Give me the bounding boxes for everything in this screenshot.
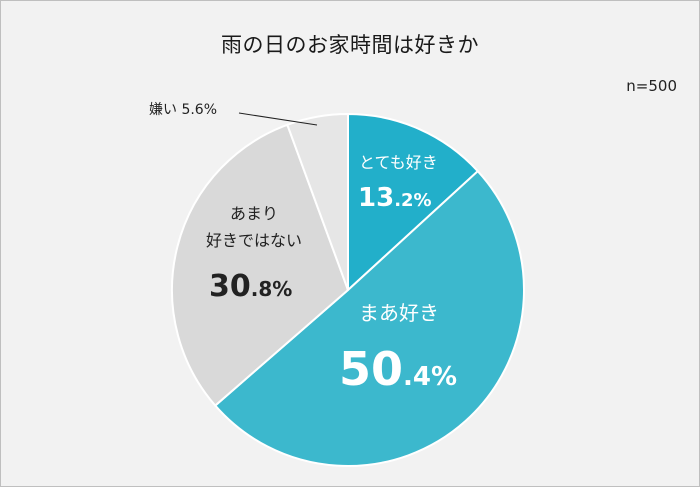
value-not-really-like-dec: .8% [251, 277, 293, 301]
slice-not-really-like [171, 123, 350, 407]
value-somewhat-like: 50.4% [339, 342, 457, 396]
sample-size-note: n=500 [626, 77, 677, 95]
value-very-like-int: 13 [358, 183, 394, 213]
label-very-like: とても好き [359, 153, 438, 172]
value-not-really-like: 30.8% [209, 269, 292, 304]
slice-dislike [286, 112, 349, 291]
value-very-like-dec: .2% [394, 190, 431, 211]
label-somewhat-like: まあ好き [359, 301, 439, 325]
label-not-really-like-line2: 好きではない [206, 231, 302, 250]
leader-line [238, 112, 318, 126]
value-very-like: 13.2% [358, 183, 432, 213]
slice-very-like [347, 112, 480, 293]
value-somewhat-like-int: 50 [339, 342, 403, 396]
label-not-really-like-line1: あまり [230, 204, 278, 223]
slice-somewhat-like [213, 169, 526, 467]
value-somewhat-like-dec: .4% [403, 362, 457, 392]
chart-title: 雨の日のお家時間は好きか [221, 33, 479, 57]
label-dislike: 嫌い 5.6% [149, 102, 217, 118]
value-not-really-like-int: 30 [209, 269, 251, 304]
